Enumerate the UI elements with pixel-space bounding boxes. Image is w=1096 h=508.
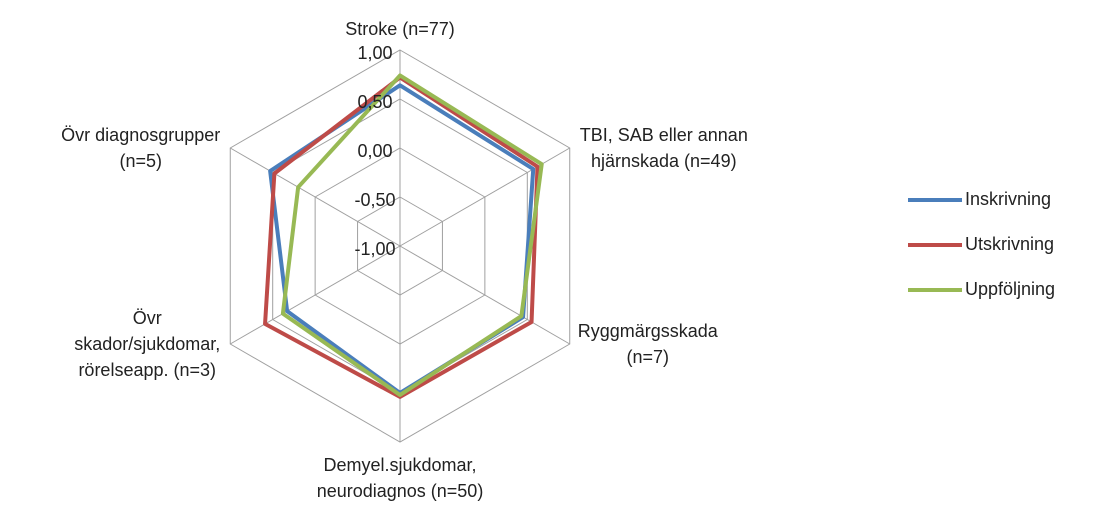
category-label: Ryggmärgsskada (n=7) [577,321,718,367]
category-label: Stroke (n=77) [345,19,455,39]
tick-label: -1,00 [354,239,395,259]
tick-label: -0,50 [354,190,395,210]
spoke [230,245,401,345]
legend-label: Utskrivning [965,234,1054,254]
tick-label: 1,00 [357,43,392,63]
tick-label: 0,00 [357,141,392,161]
category-label: Övr skador/sjukdomar, rörelseapp. (n=3) [74,308,221,380]
series-line [280,73,544,397]
spoke [230,147,401,247]
tick-label: 0,50 [357,92,392,112]
series-line [263,75,540,399]
category-label: Demyel.sjukdomar, neurodiagnos (n=50) [316,455,484,501]
spoke [399,245,570,345]
category-label: TBI, SAB eller annan hjärnskada (n=49) [579,125,748,171]
category-label: Övr diagnosgrupper (n=5) [61,125,221,171]
legend-label: Uppföljning [965,279,1055,299]
legend-label: Inskrivning [965,189,1051,209]
